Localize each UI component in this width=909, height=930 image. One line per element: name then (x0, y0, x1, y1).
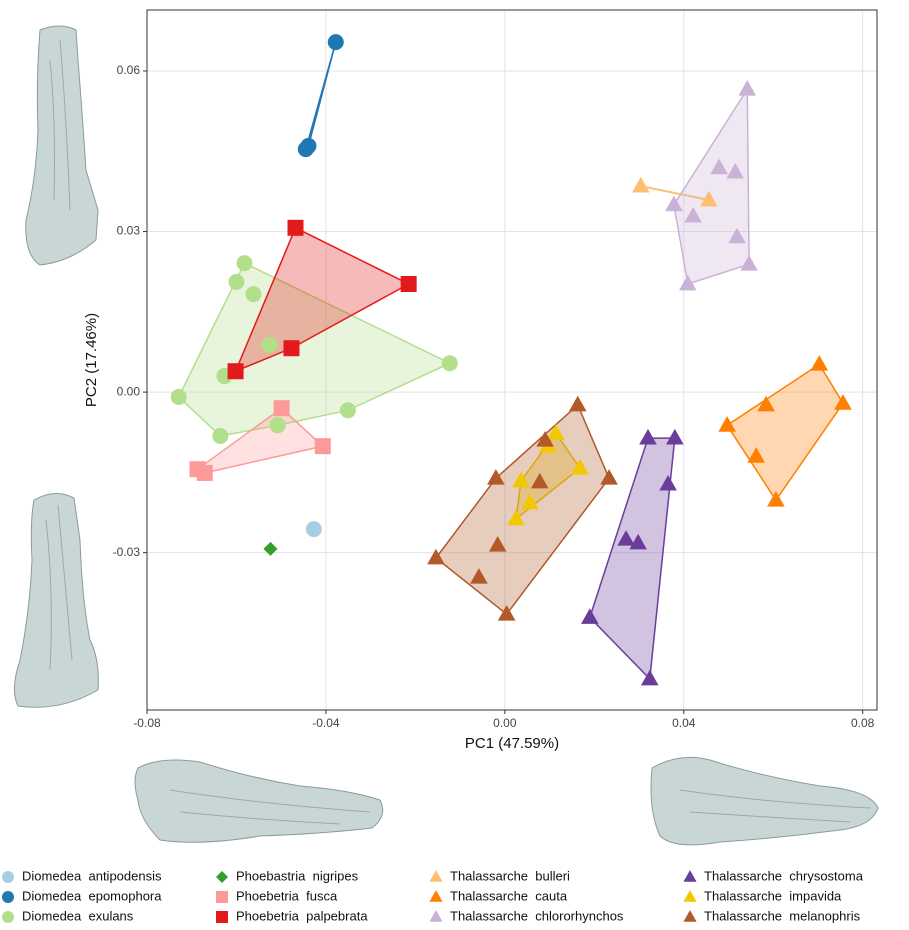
point (569, 396, 587, 412)
point (306, 521, 322, 537)
point (245, 286, 261, 302)
point (274, 400, 290, 416)
x-tick-label: 0.08 (851, 716, 875, 730)
y-axis-title: PC2 (17.46%) (83, 313, 100, 407)
legend-label: Thalassarche chrysostoma (704, 868, 864, 883)
legend-marker (216, 871, 228, 883)
legend-marker (216, 891, 228, 903)
point (283, 340, 299, 356)
y-tick-label: 0.03 (117, 224, 141, 238)
legend-label: Phoebetria fusca (236, 888, 338, 903)
legend-marker (683, 910, 696, 922)
point (298, 141, 314, 157)
point (171, 389, 187, 405)
legend-label: Phoebastria nigripes (236, 868, 359, 883)
point (738, 80, 756, 96)
point (315, 438, 331, 454)
legend-marker (429, 890, 442, 902)
point (340, 402, 356, 418)
x-tick-label: 0.00 (493, 716, 517, 730)
legend-marker (429, 910, 442, 922)
hull (674, 89, 749, 284)
legend-marker (683, 870, 696, 882)
y-tick-label: 0.06 (117, 63, 141, 77)
legend-label: Thalassarche impavida (704, 888, 842, 903)
point (810, 355, 828, 371)
legend-label: Thalassarche chlororhynchos (450, 908, 624, 923)
point (442, 355, 458, 371)
legend-marker (683, 890, 696, 902)
point (401, 276, 417, 292)
point (197, 465, 213, 481)
legend-marker (216, 911, 228, 923)
point (228, 274, 244, 290)
y-tick-label: -0.03 (113, 545, 141, 559)
legend-marker (2, 871, 14, 883)
point (228, 363, 244, 379)
legend-marker (2, 911, 14, 923)
x-tick-label: -0.08 (133, 716, 161, 730)
point (237, 255, 253, 271)
point (666, 429, 684, 445)
legend-label: Diomedea exulans (22, 908, 134, 923)
legend-label: Diomedea antipodensis (22, 868, 162, 883)
hull (306, 42, 336, 149)
point (632, 177, 650, 193)
chart: PC1 (47.59%) PC2 (17.46%) -0.08 -0.04 0.00… (0, 0, 909, 930)
legend: Diomedea antipodensis Diomedea epomophora… (2, 868, 864, 923)
bone-mid-left (14, 493, 98, 707)
x-axis-title: PC1 (47.59%) (465, 735, 559, 752)
point (262, 337, 278, 353)
x-tick-label: -0.04 (312, 716, 340, 730)
point (767, 491, 785, 507)
legend-label: Phoebetria palpebrata (236, 908, 368, 923)
legend-marker (429, 870, 442, 882)
point (263, 542, 277, 556)
point (639, 429, 657, 445)
x-tick-label: 0.04 (672, 716, 696, 730)
point (328, 34, 344, 50)
bone-bottom-left (135, 760, 383, 842)
point (212, 428, 228, 444)
page: {"chart_data": {"type": "scatter", "x_la… (0, 0, 909, 930)
legend-label: Thalassarche melanophris (704, 908, 861, 923)
legend-label: Thalassarche cauta (450, 888, 568, 903)
bone-bottom-right (651, 757, 878, 845)
hull (436, 405, 609, 614)
y-tick-label: 0.00 (117, 384, 141, 398)
hulls (179, 42, 843, 679)
hull (727, 364, 843, 500)
legend-label: Diomedea epomophora (22, 888, 162, 903)
legend-label: Thalassarche bulleri (450, 868, 570, 883)
point (288, 220, 304, 236)
point (270, 417, 286, 433)
legend-marker (2, 891, 14, 903)
